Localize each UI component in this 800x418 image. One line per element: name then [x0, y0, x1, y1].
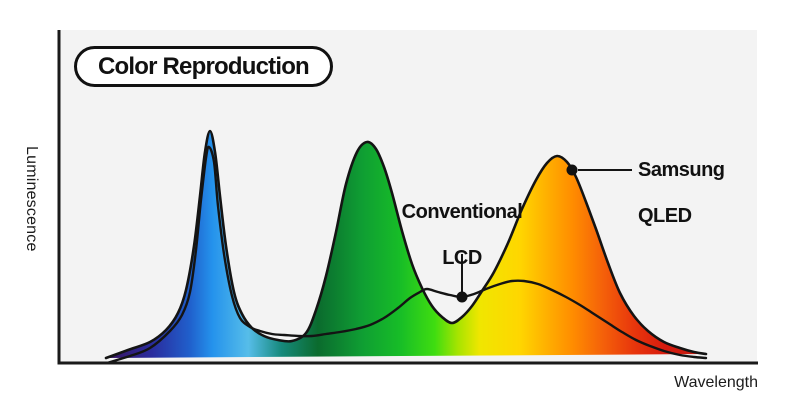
conventional-lcd-label-line1: Conventional: [401, 201, 523, 223]
samsung-qled-annotation: Samsung QLED: [638, 159, 725, 228]
lcd-curve: [105, 145, 708, 365]
qled-spectrum-fill: [106, 131, 706, 358]
samsung-qled-label-line1: Samsung: [638, 159, 725, 181]
x-axis-label: Wavelength: [674, 374, 758, 391]
y-axis-label: Luminescence: [23, 146, 40, 252]
chart-title: Color Reproduction: [98, 52, 310, 80]
conventional-lcd-label-line2: LCD: [442, 247, 482, 269]
conventional-lcd-annotation: Conventional LCD: [362, 201, 562, 270]
lcd-marker-dot: [456, 291, 468, 303]
samsung-qled-label-line2: QLED: [638, 205, 692, 227]
qled-curve: [104, 129, 708, 360]
chart-title-badge: Color Reproduction: [74, 46, 333, 87]
qled-marker-dot: [566, 164, 578, 176]
